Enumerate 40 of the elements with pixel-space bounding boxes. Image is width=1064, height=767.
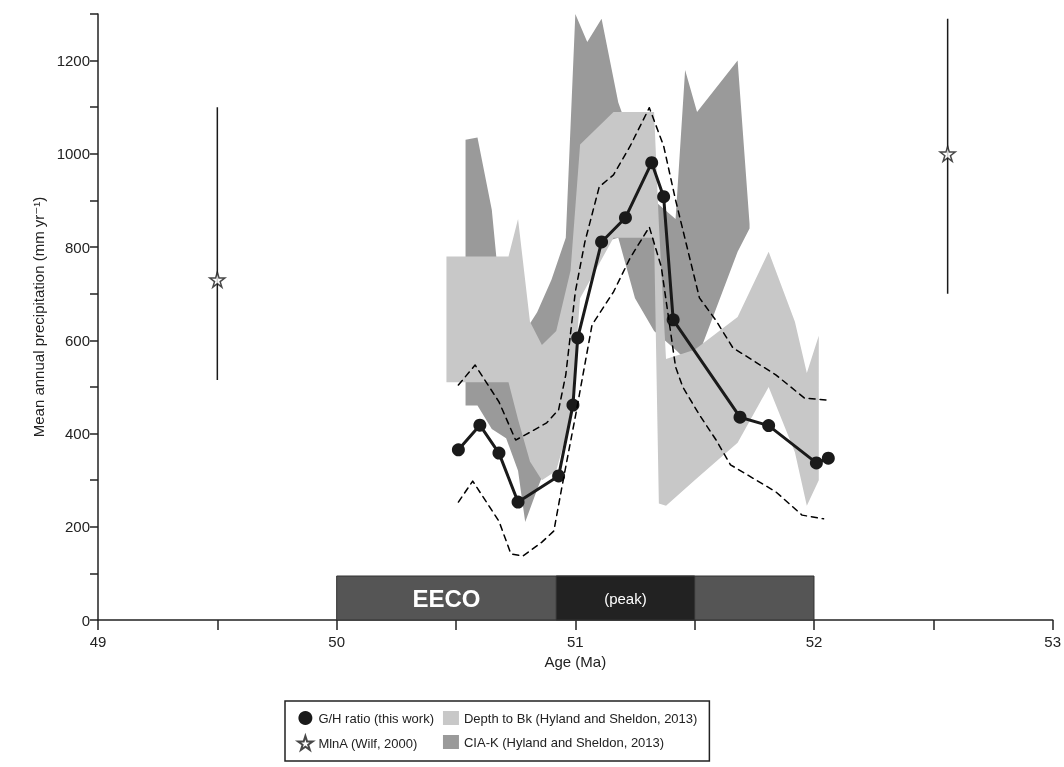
point bbox=[733, 410, 747, 424]
point bbox=[552, 469, 566, 483]
point bbox=[492, 446, 506, 460]
y-tick-label: 1000 bbox=[56, 145, 90, 163]
legend-label: G/H ratio (this work) bbox=[318, 710, 434, 726]
point bbox=[657, 190, 671, 204]
point bbox=[209, 271, 226, 288]
y-tick-label: 800 bbox=[64, 238, 90, 256]
y-tick-label: 400 bbox=[64, 425, 90, 443]
point bbox=[666, 313, 680, 327]
x-tick-label: 50 bbox=[328, 633, 346, 650]
line-series bbox=[457, 226, 825, 557]
point bbox=[939, 145, 956, 163]
point bbox=[645, 156, 659, 170]
y-axis-title: Mean annual precipitation (mm yr⁻¹) bbox=[29, 196, 47, 438]
band-label: (peak) bbox=[604, 589, 647, 607]
point bbox=[595, 235, 609, 249]
point bbox=[571, 331, 585, 345]
x-tick-label: 49 bbox=[89, 633, 107, 650]
x-tick-label: 53 bbox=[1044, 633, 1061, 650]
point bbox=[473, 418, 487, 432]
y-tick-label: 1200 bbox=[56, 52, 90, 70]
point bbox=[809, 456, 823, 470]
point bbox=[821, 451, 835, 465]
point bbox=[566, 398, 580, 412]
y-tick-label: 600 bbox=[64, 331, 90, 349]
y-tick-label: 200 bbox=[64, 518, 90, 536]
y-tick-label: 0 bbox=[81, 611, 90, 629]
legend-label: MlnA (Wilf, 2000) bbox=[318, 735, 418, 751]
legend-label: Depth to Bk (Hyland and Sheldon, 2013) bbox=[463, 710, 698, 726]
x-tick-label: 51 bbox=[566, 633, 584, 650]
x-axis-title: Age (Ma) bbox=[544, 653, 607, 670]
x-tick-label: 52 bbox=[805, 633, 823, 650]
band-label: EECO bbox=[412, 584, 481, 612]
point bbox=[511, 495, 525, 509]
point bbox=[618, 211, 632, 225]
legend-label: CIA-K (Hyland and Sheldon, 2013) bbox=[463, 734, 665, 750]
line-series bbox=[457, 106, 827, 441]
point bbox=[451, 443, 465, 457]
point bbox=[762, 419, 776, 433]
